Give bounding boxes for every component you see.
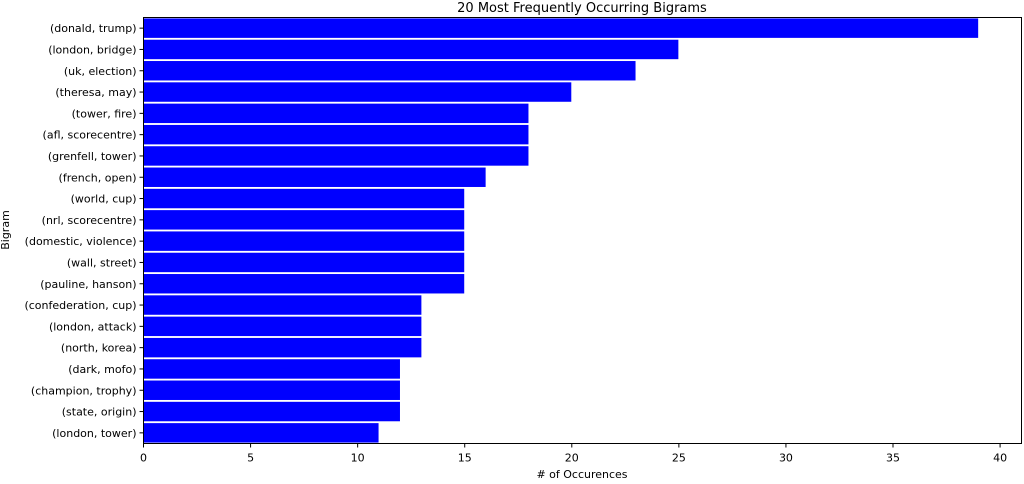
y-tick-label: (london, attack)	[49, 320, 137, 333]
y-tick-label: (dark, mofo)	[68, 363, 136, 376]
bar	[143, 60, 637, 82]
x-tick-label: 10	[351, 452, 365, 465]
y-tick-label: (afl, scorecentre)	[43, 129, 137, 142]
y-tick-label: (north, korea)	[61, 342, 137, 355]
y-tick-label: (pauline, hanson)	[40, 278, 136, 291]
y-tick-label: (tower, fire)	[72, 107, 137, 120]
x-tick-label: 25	[672, 452, 686, 465]
bar	[143, 102, 530, 125]
x-tick-label: 0	[140, 452, 147, 465]
bar	[143, 209, 466, 231]
y-tick-label: (london, tower)	[52, 427, 136, 440]
y-tick-label: (nrl, scorecentre)	[42, 214, 137, 227]
y-tick-label: (grenfell, tower)	[48, 150, 137, 163]
x-tick-label: 20	[565, 452, 579, 465]
y-tick-label: (state, origin)	[62, 406, 137, 419]
y-tick-label: (french, open)	[59, 171, 137, 184]
bar	[143, 38, 680, 61]
x-tick-label: 15	[458, 452, 472, 465]
y-tick-label: (world, cup)	[71, 193, 137, 206]
bar	[143, 230, 466, 252]
bar	[143, 379, 401, 401]
x-tick-label: 30	[779, 452, 793, 465]
chart-title: 20 Most Frequently Occurring Bigrams	[457, 1, 707, 16]
x-axis-label: # of Occurences	[536, 468, 627, 480]
bar	[143, 145, 530, 167]
bar	[143, 422, 380, 444]
bar	[143, 273, 466, 295]
bar	[143, 336, 423, 359]
bar	[143, 400, 401, 423]
bar	[143, 251, 466, 274]
y-axis-label: Bigram	[0, 210, 12, 250]
x-tick-label: 35	[886, 452, 900, 465]
y-tick-label: (theresa, may)	[55, 86, 136, 99]
bar	[143, 123, 530, 146]
y-tick-label: (champion, trophy)	[31, 384, 137, 397]
plot-frame	[143, 17, 1022, 444]
x-tick-label: 40	[993, 452, 1007, 465]
bar	[143, 166, 487, 188]
x-tick-label: 5	[247, 452, 254, 465]
bar	[143, 17, 980, 39]
bar	[143, 358, 401, 380]
y-tick-label: (confederation, cup)	[24, 299, 136, 312]
bar	[143, 315, 423, 338]
bar	[143, 187, 466, 210]
y-tick-label: (london, bridge)	[48, 43, 136, 56]
y-tick-label: (uk, election)	[64, 65, 137, 78]
bar	[143, 81, 573, 103]
bar	[143, 294, 423, 316]
y-tick-label: (domestic, violence)	[25, 235, 137, 248]
y-tick-label: (wall, street)	[67, 256, 137, 269]
y-tick-label: (donald, trump)	[50, 22, 137, 35]
